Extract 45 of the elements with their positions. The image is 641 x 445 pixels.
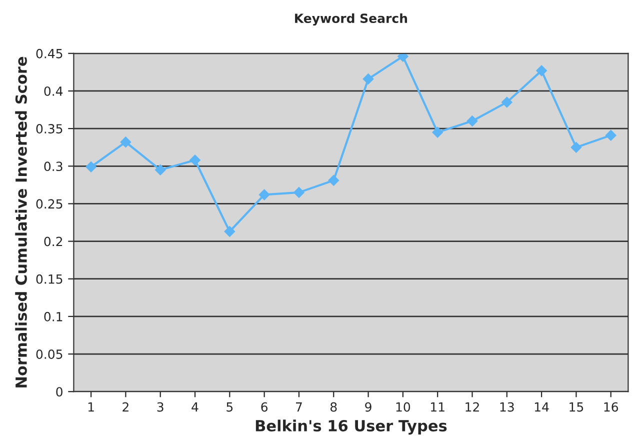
point — [190, 154, 200, 166]
point — [258, 189, 270, 200]
y-tick-label: 0.2 — [44, 236, 62, 246]
point — [570, 142, 582, 153]
x-tick-label: 5 — [226, 402, 233, 412]
x-tick-label: 12 — [466, 402, 479, 412]
x-tick-label: 9 — [365, 402, 372, 412]
point — [328, 174, 340, 186]
y-tick-label: 0.35 — [36, 124, 62, 134]
y-tick-label: 0.45 — [36, 48, 62, 58]
y-tick-label: 0.25 — [36, 199, 62, 209]
point — [362, 74, 374, 84]
x-tick-label: 3 — [157, 402, 164, 412]
x-tick-label: 16 — [604, 402, 618, 412]
chart-title: Keyword Search — [295, 13, 408, 26]
point — [120, 136, 132, 148]
x-tick-label: 14 — [534, 402, 549, 412]
point — [432, 126, 444, 138]
x-tick-label: 13 — [500, 402, 514, 412]
x-tick-label: 1 — [88, 402, 94, 412]
point — [86, 161, 96, 172]
x-tick-label: 11 — [431, 402, 444, 412]
point — [294, 187, 304, 198]
y-tick-label: 0 — [56, 387, 62, 397]
y-axis-title: Normalised Cumulative Inverted Score — [15, 56, 27, 388]
y-tick-label: 0.15 — [36, 274, 62, 284]
point — [605, 130, 616, 141]
x-tick-label: 8 — [330, 402, 337, 412]
x-tick-label: 2 — [122, 402, 128, 412]
x-axis-title: Belkin's 16 User Types — [256, 420, 447, 435]
x-tick-label: 10 — [396, 402, 410, 412]
x-tick-label: 15 — [570, 402, 584, 412]
x-tick-label: 7 — [296, 402, 302, 412]
x-tick-label: 6 — [261, 402, 268, 412]
point — [466, 116, 478, 126]
point — [536, 65, 547, 76]
y-tick-label: 0.1 — [44, 312, 62, 322]
point — [398, 53, 408, 62]
y-tick-label: 0.4 — [44, 86, 63, 96]
point — [154, 164, 166, 176]
x-tick-label: 4 — [192, 402, 198, 412]
y-tick-label: 0.05 — [36, 349, 62, 359]
point — [501, 96, 512, 108]
y-tick-label: 0.3 — [44, 162, 62, 172]
point — [224, 226, 236, 237]
